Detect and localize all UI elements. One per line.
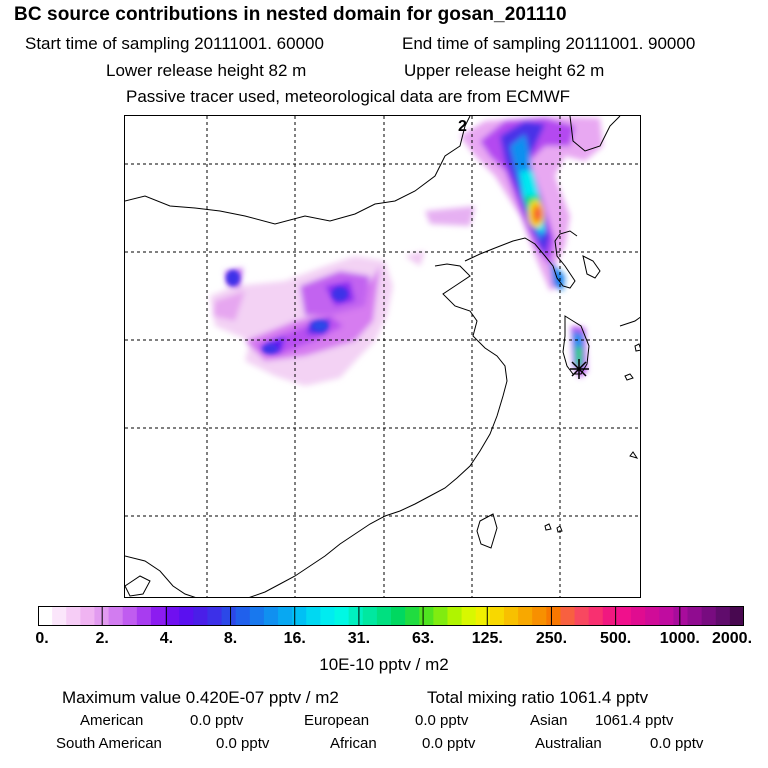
colorbar-segment bbox=[518, 606, 533, 626]
colorbar-tick-label: 250. bbox=[535, 630, 568, 647]
colorbar-segment bbox=[461, 606, 477, 626]
west-plume-cores bbox=[226, 270, 348, 354]
region-value: 0.0 pptv bbox=[415, 712, 469, 729]
colorbar-segment bbox=[405, 606, 420, 626]
colorbar-segment bbox=[362, 606, 378, 626]
colorbar-segment bbox=[616, 606, 632, 626]
maximum-value: Maximum value 0.420E-07 pptv / m2 bbox=[62, 688, 339, 707]
colorbar-segment bbox=[701, 606, 717, 626]
colorbar-segment bbox=[645, 606, 660, 626]
colorbar-segment bbox=[66, 606, 81, 626]
colorbar-segment bbox=[249, 606, 265, 626]
tracer-note: Passive tracer used, meteorological data… bbox=[126, 87, 571, 106]
colorbar-segment bbox=[546, 606, 562, 626]
colorbar-segment bbox=[489, 606, 505, 626]
chart-title: BC source contributions in nested domain… bbox=[14, 4, 567, 25]
colorbar-segment bbox=[532, 606, 547, 626]
region-name: European bbox=[304, 712, 370, 729]
colorbar-segment bbox=[278, 606, 293, 626]
colorbar-segment bbox=[659, 606, 674, 626]
region-name: African bbox=[330, 735, 377, 752]
start-time-label: Start time of sampling 20111001. 60000 bbox=[25, 34, 324, 53]
colorbar-segment bbox=[729, 606, 744, 626]
colorbar-segment bbox=[150, 606, 166, 626]
region-value: 0.0 pptv bbox=[422, 735, 476, 752]
colorbar-segment bbox=[320, 606, 336, 626]
map-svg: 2 bbox=[125, 116, 640, 597]
colorbar-segment bbox=[447, 606, 463, 626]
map-plot: 2 bbox=[124, 115, 641, 598]
colorbar-segment bbox=[221, 606, 237, 626]
colorbar-segment bbox=[419, 606, 434, 626]
colorbar-tick-label: 16. bbox=[283, 630, 306, 647]
colorbar bbox=[38, 606, 744, 626]
colorbar-segment bbox=[235, 606, 251, 626]
colorbar-segment bbox=[715, 606, 731, 626]
colorbar-segment bbox=[38, 606, 53, 626]
region-name: American bbox=[80, 712, 144, 729]
colorbar-segments bbox=[38, 606, 744, 626]
colorbar-segment bbox=[631, 606, 646, 626]
colorbar-tick-label: 2. bbox=[95, 630, 109, 647]
colorbar-segment bbox=[136, 606, 152, 626]
colorbar-segment bbox=[122, 606, 138, 626]
colorbar-segment bbox=[179, 606, 194, 626]
end-time-label: End time of sampling 20111001. 90000 bbox=[402, 34, 696, 53]
colorbar-unit: 10E-10 pptv / m2 bbox=[319, 655, 449, 674]
colorbar-segment bbox=[263, 606, 279, 626]
region-value: 1061.4 pptv bbox=[595, 712, 674, 729]
colorbar-tick-label: 125. bbox=[471, 630, 503, 647]
colorbar-tick-label: 2000. bbox=[711, 630, 753, 647]
colorbar-segment bbox=[376, 606, 392, 626]
colorbar-segment bbox=[80, 606, 96, 626]
colorbar-segment bbox=[193, 606, 209, 626]
colorbar-tick-label: 0. bbox=[35, 630, 49, 647]
colorbar-segment bbox=[52, 606, 67, 626]
graticule bbox=[125, 116, 640, 597]
upper-release-label: Upper release height 62 m bbox=[404, 61, 605, 80]
plume-marker-label: 2 bbox=[458, 118, 467, 135]
colorbar-segment bbox=[588, 606, 604, 626]
colorbar-segment bbox=[687, 606, 703, 626]
colorbar-segment bbox=[560, 606, 576, 626]
region-name: South American bbox=[56, 735, 162, 752]
colorbar-segment bbox=[207, 606, 223, 626]
colorbar-segment bbox=[673, 606, 689, 626]
colorbar-tick-label: 4. bbox=[159, 630, 174, 647]
colorbar-tick-label: 63. bbox=[411, 630, 435, 647]
colorbar-tick-label: 500. bbox=[600, 630, 632, 647]
colorbar-segment bbox=[602, 606, 618, 626]
colorbar-segment bbox=[433, 606, 449, 626]
northeast-plume bbox=[460, 116, 603, 378]
region-value: 0.0 pptv bbox=[650, 735, 704, 752]
colorbar-tick-label: 8. bbox=[223, 630, 238, 647]
region-value: 0.0 pptv bbox=[190, 712, 244, 729]
colorbar-segment bbox=[334, 606, 350, 626]
colorbar-segment bbox=[475, 606, 491, 626]
coastlines bbox=[125, 116, 640, 597]
lower-release-label: Lower release height 82 m bbox=[106, 61, 307, 80]
colorbar-segment bbox=[108, 606, 124, 626]
colorbar-tick-label: 1000. bbox=[659, 630, 700, 647]
region-value: 0.0 pptv bbox=[216, 735, 270, 752]
colorbar-segment bbox=[574, 606, 590, 626]
colorbar-segment bbox=[391, 606, 406, 626]
receptor-marker bbox=[570, 359, 589, 379]
region-name: Asian bbox=[530, 712, 568, 729]
colorbar-segment bbox=[306, 606, 321, 626]
colorbar-segment bbox=[165, 606, 180, 626]
colorbar-segment bbox=[348, 606, 364, 626]
total-mixing-ratio: Total mixing ratio 1061.4 pptv bbox=[427, 688, 649, 707]
colorbar-segment bbox=[503, 606, 519, 626]
colorbar-tick-label: 31. bbox=[347, 630, 371, 647]
colorbar-segment bbox=[292, 606, 307, 626]
region-name: Australian bbox=[535, 735, 602, 752]
